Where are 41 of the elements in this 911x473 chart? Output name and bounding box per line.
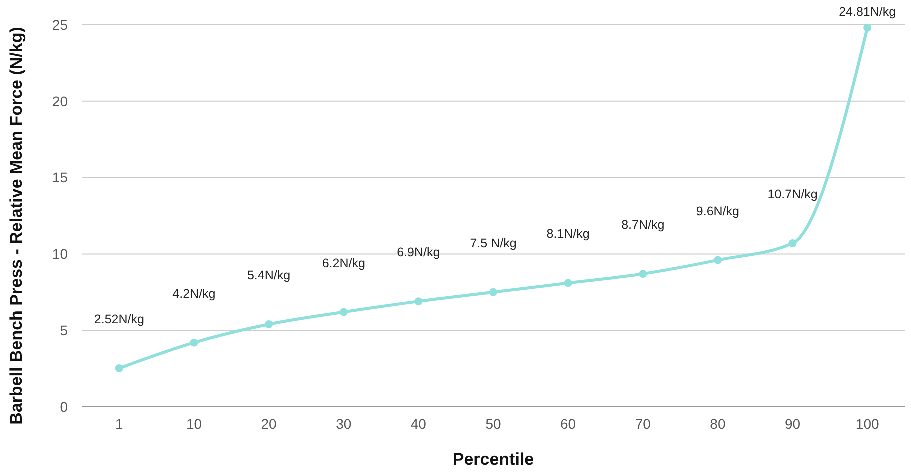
x-tick-label: 40 [410,416,427,432]
data-label: 2.52N/kg [94,312,144,326]
data-label: 10.7N/kg [768,188,818,202]
data-label: 7.5 N/kg [470,236,517,250]
data-label: 9.6N/kg [696,204,740,218]
x-tick-label: 60 [560,416,576,432]
data-label: 24.81N/kg [839,5,896,19]
data-label: 6.2N/kg [322,256,366,270]
point [788,240,797,248]
point [265,320,274,328]
x-tick-label: 10 [186,416,202,432]
data-label: 8.1N/kg [546,227,590,242]
point [340,308,348,316]
point [490,288,498,296]
point [564,279,572,288]
point [115,364,124,372]
y-tick-label: 20 [52,93,68,110]
point [414,298,423,306]
data-label: 5.4N/kg [248,268,291,282]
x-tick-label: 1 [116,416,124,432]
data-label: 6.9N/kg [397,246,440,260]
x-tick-label: 30 [336,416,352,432]
x-axis-title: Percentile [452,450,534,469]
y-tick-label: 5 [60,322,68,338]
point [714,256,722,264]
x-tick-label: 80 [710,416,726,432]
point [864,24,872,32]
y-tick-label: 25 [52,16,68,33]
x-tick-label: 70 [635,416,652,432]
point [190,338,198,347]
y-axis-title: Barbell Bench Press - Relative Mean Force (N/kg) [7,27,26,425]
x-tick-label: 100 [856,416,880,432]
x-tick-label: 20 [261,416,278,432]
x-tick-label: 50 [486,416,502,432]
data-label: 8.7N/kg [622,218,665,232]
y-tick-label: 0 [60,398,68,415]
y-tick-label: 10 [52,246,68,262]
x-tick-label: 90 [784,416,801,432]
point [639,270,648,278]
y-tick-label: 15 [52,170,68,186]
data-label: 4.2N/kg [172,286,216,301]
